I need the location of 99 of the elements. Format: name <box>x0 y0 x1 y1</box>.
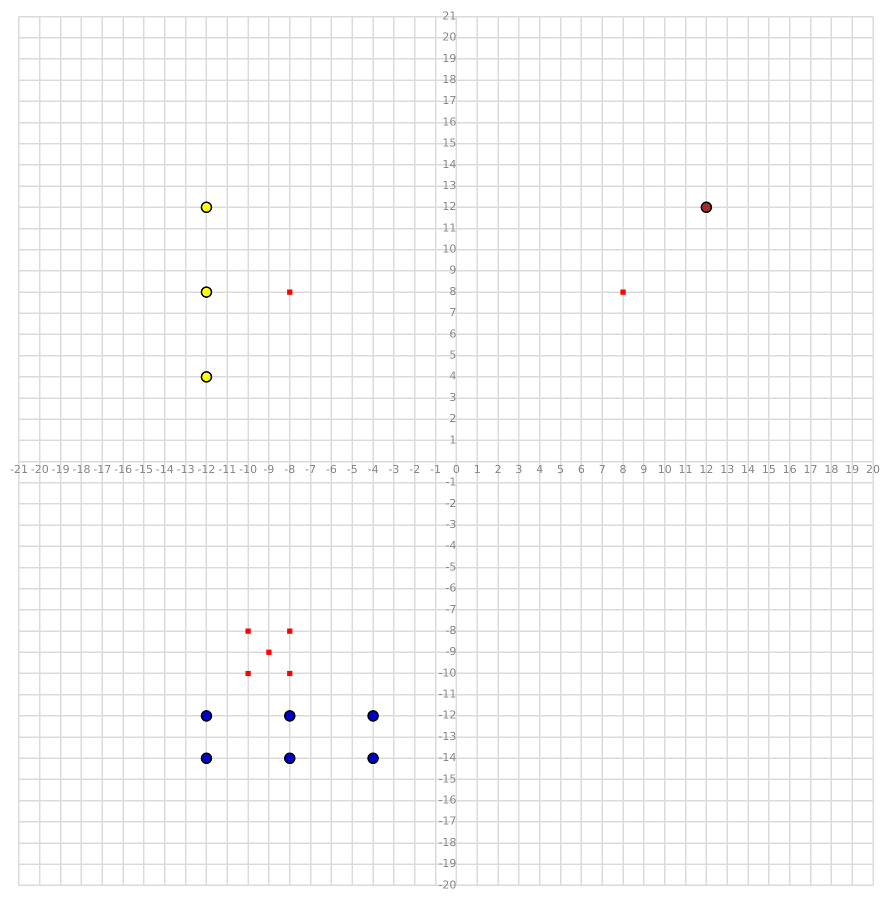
x-tick-label: 2 <box>494 463 502 476</box>
x-tick-label: -8 <box>284 463 296 476</box>
point <box>367 752 379 764</box>
x-tick-label: -14 <box>156 463 174 476</box>
x-tick-label: -20 <box>30 463 49 476</box>
x-tick-label: -15 <box>134 463 153 476</box>
y-tick-label: 16 <box>442 115 456 128</box>
y-tick-label: 11 <box>442 221 456 234</box>
point <box>266 650 272 655</box>
x-tick-label: -17 <box>93 463 112 476</box>
y-tick-label: 4 <box>449 370 456 383</box>
x-tick-label: 6 <box>578 463 585 476</box>
x-tick-label: 5 <box>557 463 564 476</box>
x-tick-label: -21 <box>10 463 28 476</box>
y-tick-label: -2 <box>445 496 456 510</box>
y-tick-label: -7 <box>445 602 456 616</box>
point <box>245 628 251 634</box>
y-tick-label: 14 <box>442 158 456 171</box>
y-tick-label: -10 <box>438 666 456 680</box>
x-tick-label: -4 <box>368 463 379 476</box>
y-tick-label: -8 <box>445 624 456 637</box>
y-tick-label: 6 <box>449 327 456 340</box>
x-tick-label: 13 <box>720 463 734 476</box>
x-tick-label: 9 <box>640 463 648 476</box>
point <box>200 286 212 298</box>
y-tick-label: -6 <box>445 582 456 595</box>
point <box>700 202 712 214</box>
y-tick-label: 20 <box>442 30 456 44</box>
y-tick-label: -16 <box>438 794 456 806</box>
y-tick-label: 9 <box>449 264 456 277</box>
point <box>287 289 292 295</box>
x-tick-label: -2 <box>409 463 420 476</box>
x-tick-label: -9 <box>263 463 274 476</box>
point <box>200 202 212 214</box>
y-tick-label: 8 <box>449 284 456 298</box>
y-tick-label: 10 <box>442 242 456 256</box>
x-tick-label: 14 <box>741 463 756 476</box>
y-tick-label: 21 <box>442 9 456 22</box>
point <box>287 628 292 634</box>
y-tick-label: -12 <box>438 708 456 722</box>
y-tick-label: -13 <box>438 730 456 743</box>
x-tick-label: -6 <box>326 463 337 476</box>
y-tick-label: 5 <box>449 348 456 362</box>
x-tick-label: -10 <box>239 463 258 476</box>
x-tick-label: -16 <box>114 463 132 476</box>
x-tick-label: 1 <box>474 463 481 476</box>
x-tick-label: 16 <box>782 463 797 476</box>
y-tick-label: 15 <box>442 136 456 150</box>
x-tick-label: -3 <box>388 463 400 476</box>
y-tick-label: -15 <box>438 772 456 786</box>
point <box>200 710 212 722</box>
y-tick-label: -5 <box>445 560 456 574</box>
x-tick-label: 4 <box>536 463 544 476</box>
x-tick-label: 7 <box>598 463 606 476</box>
point <box>284 710 296 722</box>
x-tick-label: 20 <box>866 463 880 476</box>
x-tick-label: 18 <box>824 463 838 476</box>
x-tick-label: -19 <box>52 463 70 476</box>
y-tick-label: -18 <box>438 836 456 849</box>
y-tick-label: 12 <box>442 200 456 214</box>
x-tick-label: 8 <box>620 463 627 476</box>
x-tick-label: -12 <box>197 463 216 476</box>
y-tick-label: -14 <box>438 751 456 764</box>
point <box>367 710 379 722</box>
y-tick-label: 18 <box>442 73 456 86</box>
x-tick-label: 11 <box>678 463 693 476</box>
y-tick-label: -17 <box>438 814 456 828</box>
x-tick-label: 17 <box>804 463 818 476</box>
x-tick-label: 0 <box>452 463 460 476</box>
y-tick-label: -20 <box>438 878 456 892</box>
y-tick-label: 13 <box>442 178 456 192</box>
y-tick-label: -11 <box>438 688 456 701</box>
x-tick-label: 10 <box>658 463 672 476</box>
point <box>200 752 212 764</box>
x-tick-label: 15 <box>762 463 776 476</box>
y-tick-label: -9 <box>445 645 456 658</box>
x-tick-label: 12 <box>699 463 714 476</box>
x-tick-label: -5 <box>346 463 358 476</box>
point <box>620 289 626 295</box>
point <box>287 670 292 676</box>
y-tick-label: 3 <box>449 390 456 404</box>
y-tick-label: -19 <box>438 857 456 870</box>
x-tick-label: -13 <box>176 463 195 476</box>
y-tick-label: 19 <box>442 52 456 65</box>
x-tick-label: -7 <box>305 463 316 476</box>
y-tick-label: 7 <box>449 306 456 320</box>
x-tick-label: 3 <box>515 463 522 476</box>
x-tick-label: -18 <box>72 463 90 476</box>
point <box>245 670 251 676</box>
point <box>284 752 296 764</box>
x-tick-label: 19 <box>845 463 860 476</box>
y-tick-label: 2 <box>449 412 456 426</box>
x-tick-label: -11 <box>218 463 236 476</box>
y-tick-label: 1 <box>449 433 456 446</box>
y-tick-label: -4 <box>445 539 456 552</box>
y-tick-label: 17 <box>442 94 456 108</box>
y-tick-label: -1 <box>445 476 456 489</box>
y-tick-label: -3 <box>445 518 456 532</box>
point <box>200 371 212 383</box>
